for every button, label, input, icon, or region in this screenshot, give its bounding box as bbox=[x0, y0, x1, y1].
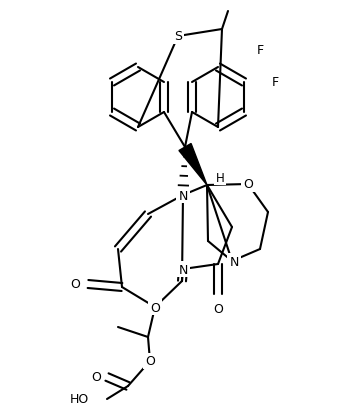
Text: O: O bbox=[145, 355, 155, 368]
Text: H: H bbox=[216, 171, 224, 184]
Text: O: O bbox=[150, 301, 160, 314]
Text: O: O bbox=[91, 370, 101, 384]
Text: HO: HO bbox=[70, 392, 89, 406]
Text: O: O bbox=[243, 178, 253, 191]
Text: F: F bbox=[257, 43, 264, 56]
Text: F: F bbox=[272, 75, 279, 88]
Text: S: S bbox=[174, 31, 182, 43]
Text: O: O bbox=[213, 302, 223, 315]
Text: N: N bbox=[229, 255, 239, 268]
Text: N: N bbox=[178, 189, 188, 202]
Text: O: O bbox=[70, 278, 80, 291]
Text: N: N bbox=[178, 263, 188, 276]
Polygon shape bbox=[179, 144, 207, 185]
